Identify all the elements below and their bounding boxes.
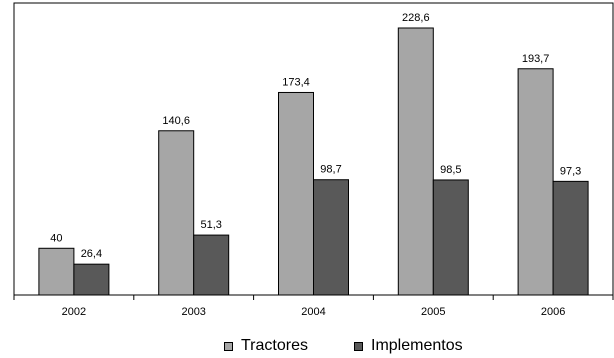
bar-implementos-2005 xyxy=(432,179,469,296)
bar-implementos-2004 xyxy=(313,179,349,296)
legend-label-tractores: Tractores xyxy=(241,337,308,354)
data-label-tractores-2003: 140,6 xyxy=(162,115,190,127)
x-tick-label-2006: 2006 xyxy=(541,306,565,318)
bar-tractores-2003 xyxy=(158,130,195,296)
bar-implementos-2006 xyxy=(552,180,589,296)
legend-label-implementos: Implementos xyxy=(371,337,463,354)
data-label-tractores-2005: 228,6 xyxy=(402,12,430,24)
x-tick-label-2005: 2005 xyxy=(421,306,445,318)
x-tick-label-2004: 2004 xyxy=(301,306,325,318)
legend: Tractores Implementos xyxy=(0,334,614,358)
data-label-implementos-2005: 98,5 xyxy=(440,164,461,176)
data-label-tractores-2006: 193,7 xyxy=(522,53,550,65)
x-tick-label-2003: 2003 xyxy=(181,306,205,318)
data-label-implementos-2003: 51,3 xyxy=(200,219,221,231)
data-label-tractores-2004: 173,4 xyxy=(282,76,310,88)
bar-tractores-2002 xyxy=(38,247,75,296)
legend-item-implementos: Implementos xyxy=(354,334,463,358)
legend-swatch-implementos xyxy=(354,341,363,351)
bar-tractores-2005 xyxy=(397,27,434,296)
bar-tractores-2004 xyxy=(278,91,314,296)
x-tick-label-2002: 2002 xyxy=(62,306,86,318)
bar-implementos-2003 xyxy=(193,234,230,296)
data-label-implementos-2006: 97,3 xyxy=(560,165,581,177)
bar-implementos-2002 xyxy=(73,263,110,296)
legend-swatch-tractores xyxy=(224,341,233,351)
data-label-implementos-2002: 26,4 xyxy=(81,248,102,260)
data-label-implementos-2004: 98,7 xyxy=(320,164,341,176)
bar-tractores-2006 xyxy=(517,68,554,296)
legend-item-tractores: Tractores xyxy=(224,334,308,358)
data-label-tractores-2002: 40 xyxy=(50,232,62,244)
